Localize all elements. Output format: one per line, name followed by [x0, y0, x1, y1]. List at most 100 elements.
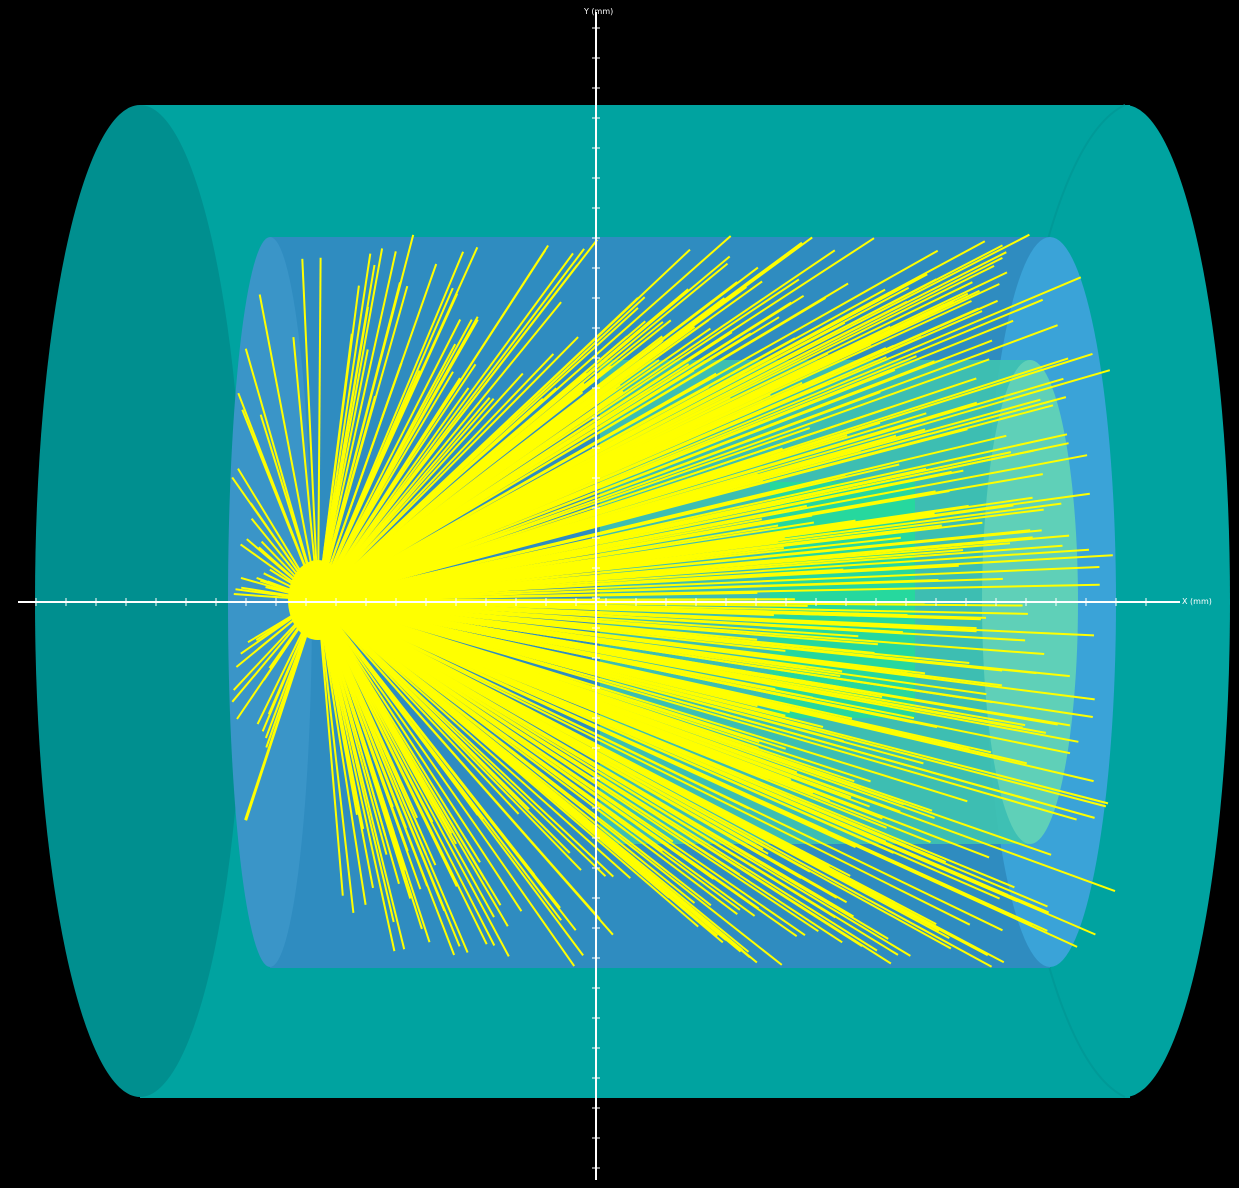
track-line: [319, 620, 355, 914]
track-line: [335, 602, 800, 700]
track-line: [244, 348, 316, 589]
track-line: [320, 336, 579, 598]
x-axis-label: X (mm): [1182, 597, 1212, 606]
track-line: [328, 252, 574, 586]
track-line: [334, 612, 743, 951]
track-line: [331, 469, 964, 599]
track-line: [320, 362, 403, 592]
track-line: [301, 258, 319, 593]
axes: X (mm) Y (mm): [18, 7, 1212, 1180]
track-line: [324, 604, 634, 833]
track-line: [328, 357, 1069, 598]
track-line: [337, 265, 995, 592]
track-line: [334, 335, 628, 587]
track-line: [265, 615, 314, 748]
track-line: [321, 622, 374, 889]
track-line: [333, 358, 990, 596]
track-line: [322, 282, 401, 578]
track-line: [231, 617, 304, 703]
track-line: [335, 369, 695, 590]
track-line: [237, 468, 310, 586]
track-line: [337, 428, 968, 596]
track-line: [332, 608, 899, 956]
track-line: [318, 616, 344, 896]
track-line: [327, 319, 479, 582]
track-line: [337, 454, 1088, 598]
track-line: [338, 604, 1107, 808]
track-line: [323, 600, 1023, 729]
track-line: [322, 610, 496, 946]
track-line: [326, 615, 502, 906]
track-line: [328, 609, 631, 879]
track-line: [328, 599, 878, 646]
track-line: [322, 579, 939, 601]
track-line: [324, 301, 792, 597]
track-line: [326, 604, 802, 879]
track-line: [325, 319, 462, 584]
track-line: [326, 398, 495, 591]
track-line: [329, 548, 1090, 601]
track-line: [337, 600, 1026, 642]
track-line: [340, 601, 1070, 678]
track-line: [332, 283, 1000, 595]
track-line: [325, 607, 582, 871]
track-line: [329, 612, 520, 815]
track-line: [326, 618, 458, 887]
track-line: [231, 476, 309, 586]
track-line: [326, 613, 523, 912]
track-line: [326, 566, 1100, 601]
track-line: [339, 377, 977, 594]
track-line: [330, 605, 971, 926]
track-line: [326, 386, 709, 596]
track-line: [325, 239, 598, 591]
track-line: [332, 612, 614, 878]
track-line: [322, 615, 429, 887]
track-line: [335, 605, 830, 803]
track-line: [334, 601, 761, 678]
track-line: [320, 251, 397, 585]
track-line: [323, 532, 833, 601]
track-line: [333, 369, 896, 595]
track-line: [337, 237, 875, 588]
track-line: [336, 603, 992, 754]
track-line: [336, 451, 1012, 597]
x-axis-ticks: [35, 598, 1147, 606]
track-line: [321, 372, 524, 596]
track-line: [337, 299, 999, 592]
track-line: [332, 473, 1043, 599]
track-line: [336, 249, 836, 588]
track-line: [322, 605, 614, 936]
track-line: [323, 600, 1033, 802]
track-line: [320, 602, 783, 966]
track-line: [334, 297, 827, 591]
track-line: [324, 301, 562, 592]
track-line: [329, 434, 1007, 599]
track-line: [237, 392, 314, 587]
track-line: [256, 615, 312, 725]
track-line: [332, 609, 674, 843]
track-line: [338, 610, 811, 873]
track-line: [322, 600, 1077, 821]
track-line: [320, 395, 377, 590]
track-line: [327, 529, 1031, 601]
track-line: [331, 599, 981, 621]
track-line: [258, 294, 318, 594]
track-line: [322, 599, 993, 704]
track-line: [341, 583, 1100, 601]
track-line: [334, 235, 732, 586]
track-line: [332, 335, 663, 589]
track-line: [321, 609, 419, 819]
track-line: [321, 353, 555, 596]
track-line: [322, 607, 576, 967]
track-line: [321, 601, 863, 947]
track-line: [332, 609, 715, 880]
track-line: [319, 615, 367, 905]
track-line: [331, 607, 855, 918]
track-line: [319, 605, 409, 852]
track-line: [332, 297, 639, 587]
track-line: [321, 619, 396, 952]
track-line: [320, 605, 457, 845]
track-line: [330, 616, 484, 820]
track-line: [250, 517, 306, 585]
